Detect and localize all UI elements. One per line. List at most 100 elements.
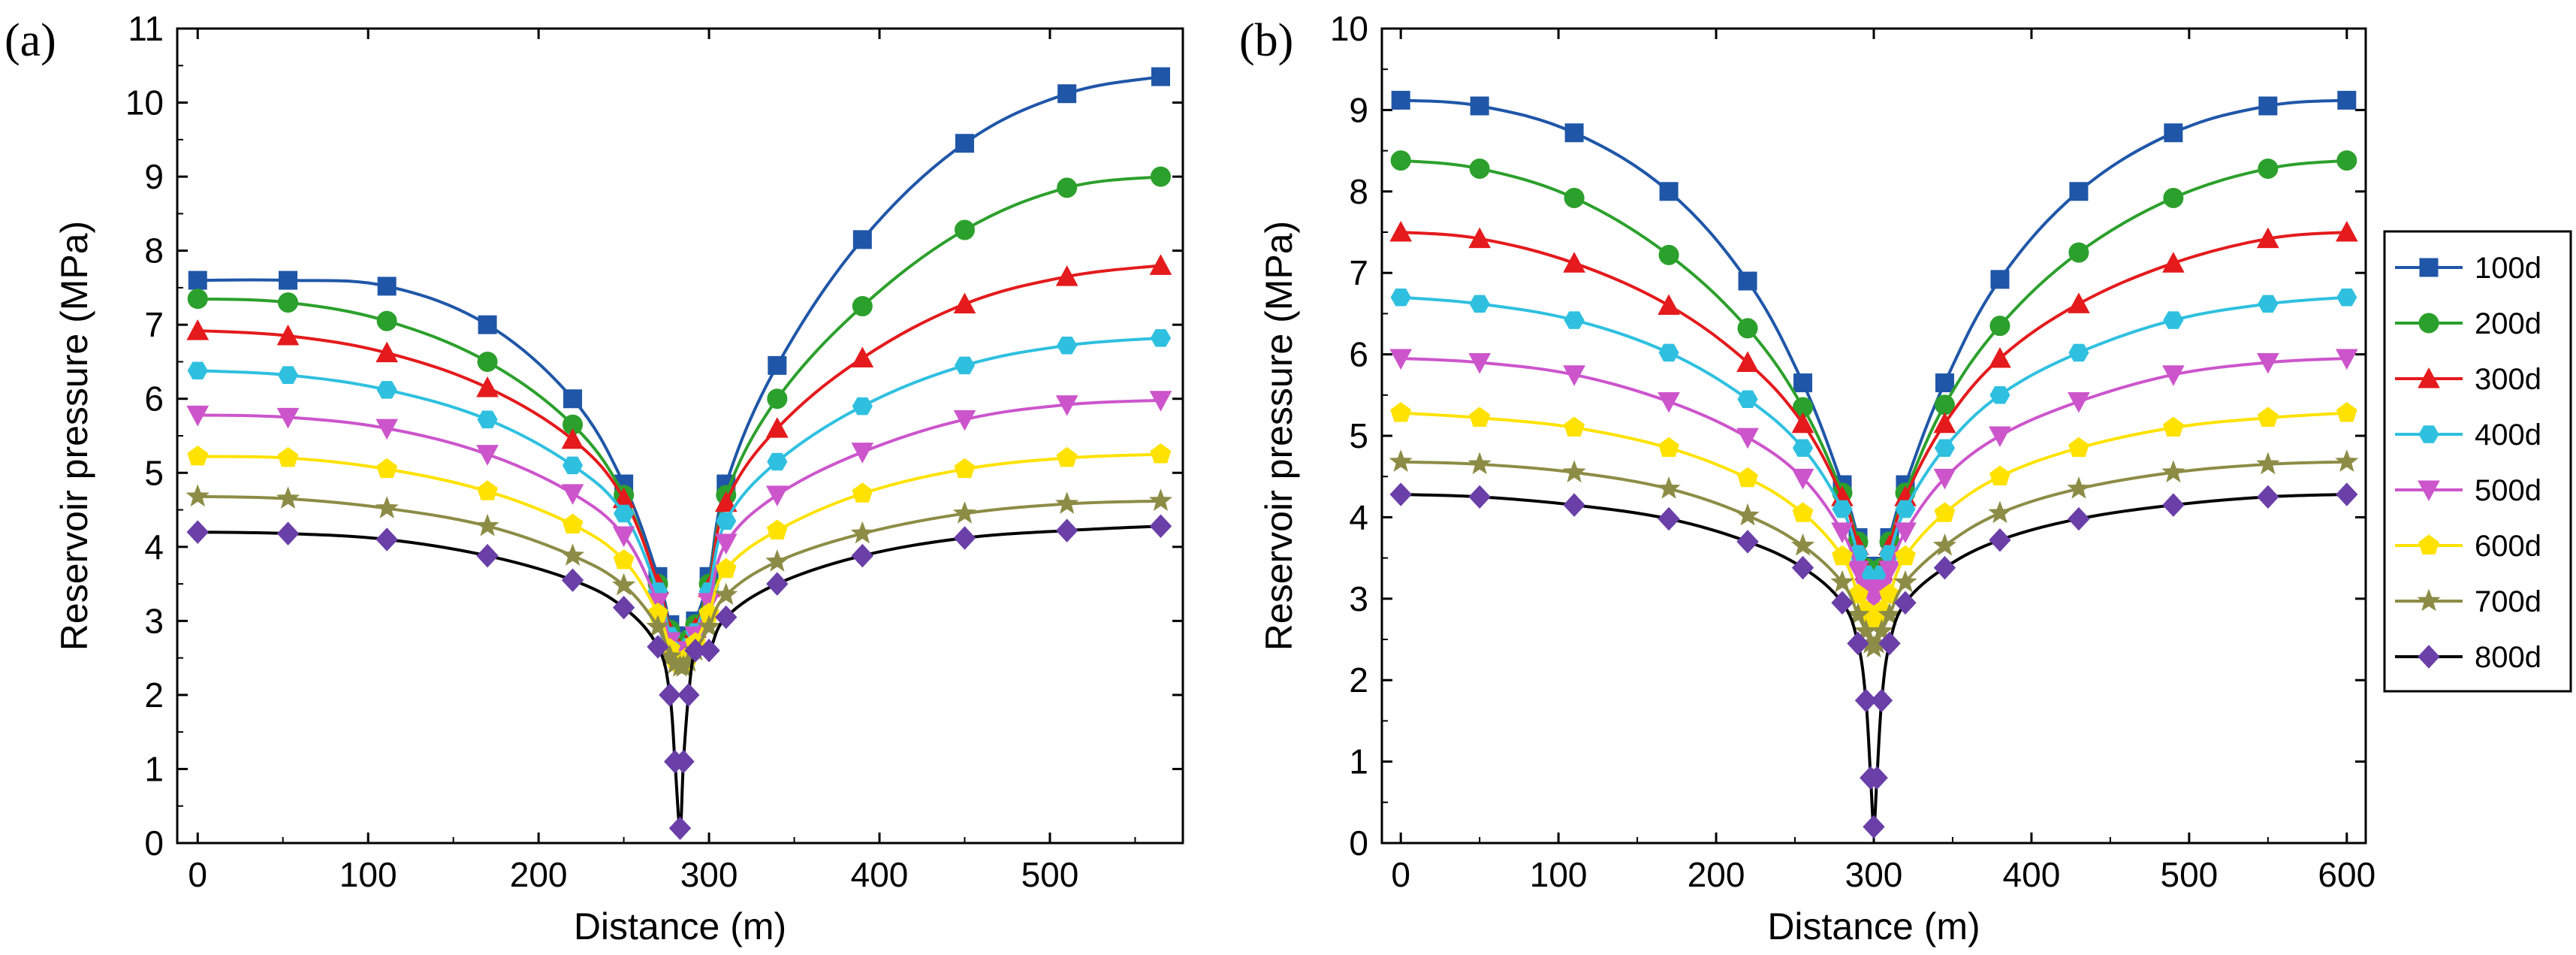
series-500d-point xyxy=(561,484,584,505)
series-800d-point xyxy=(1863,814,1885,839)
legend-marker xyxy=(2419,258,2439,277)
y-tick-label: 0 xyxy=(144,824,164,863)
y-tick-label: 7 xyxy=(144,305,164,344)
y-tick-label: 10 xyxy=(1330,9,1368,48)
series-100d-point xyxy=(1793,373,1813,393)
panel-b-label: (b) xyxy=(1239,15,1293,66)
series-700d-point xyxy=(1736,503,1760,526)
series-500d-point xyxy=(714,533,738,555)
series-400d-point xyxy=(1832,500,1853,518)
series-600d-point xyxy=(1737,467,1758,488)
series-600d-point xyxy=(1934,502,1956,522)
series-300d-point xyxy=(1933,412,1956,434)
series-100d-point xyxy=(563,389,583,409)
series-400d-point xyxy=(1390,288,1411,307)
y-tick-label: 2 xyxy=(144,675,164,715)
series-400d-point xyxy=(1057,337,1078,355)
y-tick-label: 9 xyxy=(144,157,164,196)
series-600d-point xyxy=(1792,502,1814,522)
series-400d-point xyxy=(1658,343,1679,362)
y-tick-label: 0 xyxy=(1349,824,1368,863)
series-200d-point xyxy=(1150,166,1171,187)
series-700d-point xyxy=(611,573,636,596)
series-600d-point xyxy=(1056,446,1078,467)
legend-marker xyxy=(2418,534,2439,555)
series-600d-point xyxy=(1390,402,1412,422)
legend-label: 600d xyxy=(2475,530,2541,563)
series-800d-point xyxy=(1736,530,1759,554)
series-100d-point xyxy=(1470,96,1489,116)
series-500d-point xyxy=(1989,426,2011,448)
series-500d-point xyxy=(1658,391,1680,413)
legend-marker xyxy=(2418,425,2439,443)
series-400d-point xyxy=(2258,295,2279,313)
series-400d-line xyxy=(198,336,1161,657)
series-800d-point xyxy=(1878,631,1901,656)
x-tick-label: 400 xyxy=(2003,855,2061,894)
legend-entry-600d: 600d xyxy=(2395,530,2541,563)
y-tick-label: 2 xyxy=(1349,660,1368,700)
y-tick-label: 9 xyxy=(1349,90,1368,129)
series-400d-point xyxy=(614,504,635,523)
series-300d-point xyxy=(2335,220,2358,242)
series-100d-point xyxy=(377,277,397,296)
panel-b-x-axis-title: Distance (m) xyxy=(1767,905,1980,947)
series-600d-point xyxy=(852,482,873,503)
series-600d-point xyxy=(1469,406,1491,427)
series-600d-point xyxy=(1895,545,1916,566)
x-tick-label: 100 xyxy=(339,855,397,894)
x-tick-label: 400 xyxy=(851,855,909,894)
series-600d-point xyxy=(766,519,788,539)
y-tick-label: 5 xyxy=(1349,416,1368,455)
series-200d-point xyxy=(2336,150,2357,171)
series-800d-point xyxy=(376,527,398,552)
series-600d-point xyxy=(2336,402,2357,422)
series-300d-point xyxy=(714,491,738,512)
series-300d-point xyxy=(2068,292,2090,313)
series-600d-point xyxy=(477,480,498,500)
series-700d-point xyxy=(2067,476,2091,499)
series-700d-point xyxy=(714,582,738,606)
series-700d xyxy=(186,484,1173,677)
series-800d-point xyxy=(659,683,681,707)
series-200d-point xyxy=(955,219,976,240)
series-800d-point xyxy=(851,543,874,568)
legend-label: 500d xyxy=(2475,474,2541,507)
series-800d-point xyxy=(672,749,695,774)
x-tick-label: 300 xyxy=(1845,855,1903,894)
series-800d-point xyxy=(1149,514,1172,538)
series-600d xyxy=(187,443,1172,673)
series-200d-point xyxy=(187,289,208,310)
series-800d xyxy=(186,514,1172,841)
series-500d-point xyxy=(276,407,300,429)
x-tick-label: 500 xyxy=(2160,855,2218,894)
series-300d-point xyxy=(186,319,210,340)
x-tick-label: 200 xyxy=(1688,855,1745,894)
series-700d-point xyxy=(475,513,499,536)
series-200d-point xyxy=(2258,158,2279,179)
series-200d-point xyxy=(1658,244,1679,265)
series-500d-point xyxy=(1389,349,1413,370)
legend-marker xyxy=(2418,645,2440,669)
y-tick-label: 10 xyxy=(125,83,164,122)
series-100d-point xyxy=(955,134,975,153)
series-800d-point xyxy=(1658,506,1680,531)
series-800d-point xyxy=(668,816,692,841)
series-300d-point xyxy=(1658,294,1680,316)
series-500d-point xyxy=(1791,468,1814,490)
series-400d-point xyxy=(477,410,498,429)
series-100d xyxy=(188,67,1170,653)
y-tick-label: 6 xyxy=(144,379,164,419)
legend-entry-800d: 800d xyxy=(2395,641,2541,674)
series-300d-point xyxy=(1989,346,2011,368)
series-800d-point xyxy=(2162,493,2185,517)
legend-label: 200d xyxy=(2475,307,2541,340)
series-400d-point xyxy=(1895,500,1916,518)
series-700d-point xyxy=(1657,476,1681,499)
series-300d-point xyxy=(851,346,874,368)
series-100d-point xyxy=(279,270,298,290)
panel-b-plot-frame xyxy=(1380,27,2367,845)
series-800d-point xyxy=(1055,518,1078,542)
series-800d-point xyxy=(1854,688,1878,713)
series-300d-point xyxy=(1055,265,1078,286)
